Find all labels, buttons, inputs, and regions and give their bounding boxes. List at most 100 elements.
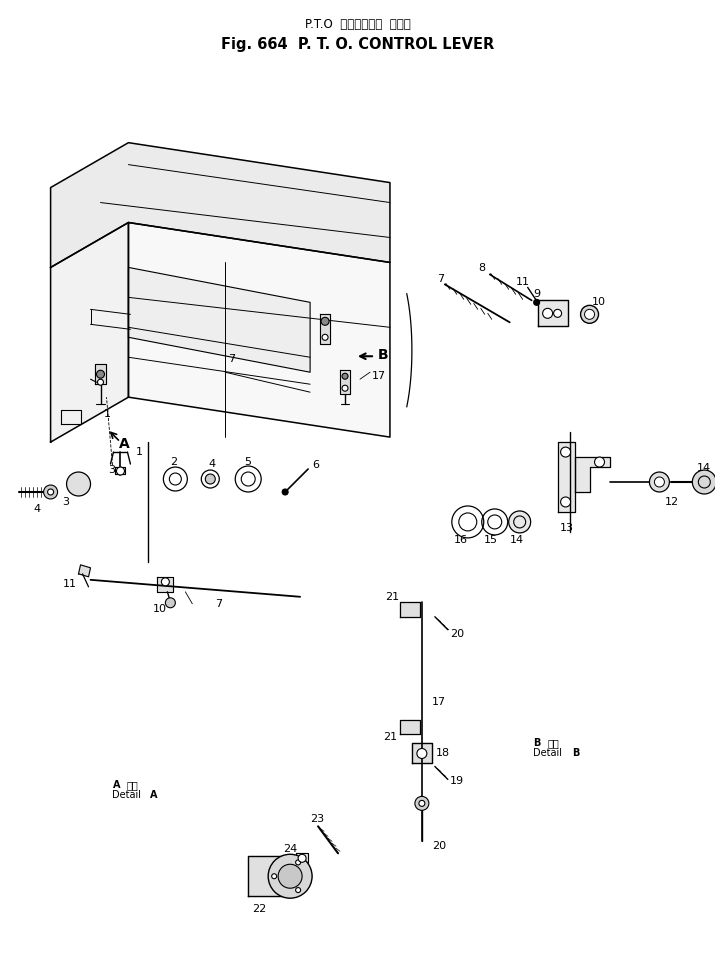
Circle shape [47,489,54,495]
Text: 17: 17 [432,697,446,707]
Text: 7: 7 [437,274,444,285]
Text: 23: 23 [310,815,324,824]
Polygon shape [574,457,609,492]
Text: 24: 24 [283,845,297,854]
Circle shape [298,854,306,862]
Circle shape [282,489,288,495]
Text: 19: 19 [450,777,464,786]
Text: 11: 11 [62,578,77,589]
Circle shape [561,447,571,457]
Polygon shape [412,744,432,763]
Polygon shape [51,143,390,267]
Text: 詳細: 詳細 [127,781,138,790]
Circle shape [561,497,571,507]
Polygon shape [128,267,310,372]
Circle shape [97,379,104,385]
Circle shape [44,485,57,499]
Circle shape [271,874,276,879]
Circle shape [322,334,328,340]
Circle shape [67,472,90,496]
Circle shape [296,887,301,892]
Polygon shape [538,300,568,327]
Polygon shape [340,370,350,395]
Circle shape [278,864,302,888]
Text: A: A [118,437,129,451]
Text: 5: 5 [244,457,251,468]
Text: B: B [573,748,580,758]
Text: 10: 10 [153,604,166,613]
Polygon shape [400,719,420,734]
Circle shape [654,477,664,487]
Circle shape [543,308,553,318]
Circle shape [581,305,599,324]
Circle shape [117,467,125,475]
Circle shape [342,373,348,379]
Text: 22: 22 [252,904,266,915]
Circle shape [692,470,716,494]
Text: 18: 18 [436,748,450,758]
Polygon shape [400,602,420,617]
Polygon shape [51,223,128,442]
Text: Fig. 664  P. T. O. CONTROL LEVER: Fig. 664 P. T. O. CONTROL LEVER [221,37,495,52]
Text: 4: 4 [208,459,216,469]
Polygon shape [115,467,125,474]
Circle shape [268,854,312,898]
Text: 12: 12 [664,497,679,507]
Text: 20: 20 [432,842,446,851]
Text: 21: 21 [385,592,399,602]
Text: Detail: Detail [112,790,142,800]
Text: 15: 15 [484,535,498,545]
Text: A: A [150,790,158,800]
Text: 3: 3 [62,497,69,507]
Circle shape [165,598,175,608]
Text: B: B [378,348,389,363]
Text: 1: 1 [135,447,142,457]
Polygon shape [128,223,390,437]
Text: 8: 8 [478,263,485,273]
Text: 9: 9 [533,290,541,299]
Circle shape [649,472,669,492]
Text: 21: 21 [383,732,397,742]
Text: 14: 14 [697,463,710,473]
Circle shape [417,748,427,758]
Polygon shape [558,442,574,512]
Circle shape [296,860,301,865]
Circle shape [419,800,425,807]
Text: 4: 4 [34,503,41,514]
Circle shape [415,796,429,811]
Circle shape [553,309,561,317]
Circle shape [97,370,105,378]
Text: P.T.O  コントロール  レバー: P.T.O コントロール レバー [305,18,411,31]
Text: Detail: Detail [533,748,561,758]
Circle shape [321,317,329,326]
Circle shape [342,385,348,391]
Text: 3: 3 [109,465,115,475]
Polygon shape [79,565,90,576]
Circle shape [584,309,594,320]
Text: 20: 20 [450,629,464,639]
Polygon shape [158,576,173,592]
Text: 17: 17 [372,371,386,381]
Text: B: B [533,739,540,748]
Text: 10: 10 [591,297,606,307]
Text: 13: 13 [560,523,574,533]
Text: 詳細: 詳細 [548,739,559,748]
Text: A: A [112,781,120,790]
Text: 2: 2 [170,457,178,468]
Circle shape [161,577,170,586]
Polygon shape [320,314,330,344]
Text: 1: 1 [104,409,110,419]
Text: 7: 7 [216,599,223,608]
Polygon shape [296,853,308,863]
Circle shape [594,457,604,467]
Text: 6: 6 [312,460,319,470]
Text: 16: 16 [454,535,468,545]
Circle shape [508,511,531,533]
Polygon shape [248,856,290,896]
Polygon shape [95,364,107,384]
Text: 14: 14 [510,535,524,545]
Text: 11: 11 [516,277,530,288]
Text: 7: 7 [228,354,236,364]
Circle shape [533,299,540,305]
Circle shape [205,474,216,484]
